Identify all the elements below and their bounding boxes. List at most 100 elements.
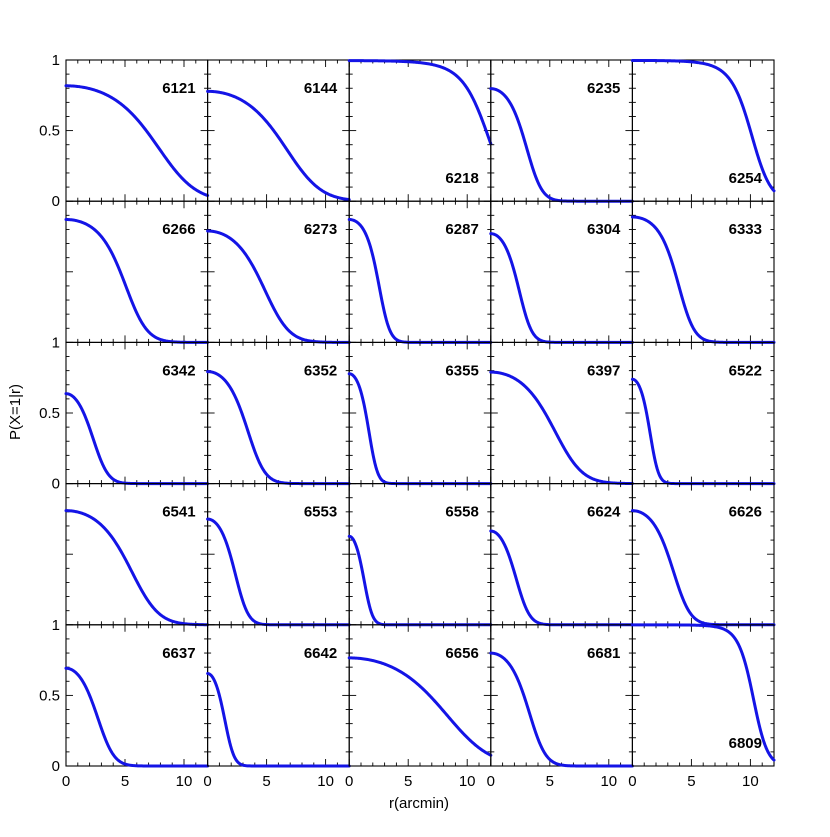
y-tick-label: 0.5 [39, 687, 60, 704]
x-tick-label: 10 [176, 773, 193, 790]
panel-6342: 6342 [64, 341, 210, 486]
series-line-6681 [489, 651, 634, 768]
series-line-6522 [630, 377, 776, 486]
panel-label-6235: 6235 [587, 80, 620, 97]
y-tick-label: 0 [52, 193, 60, 210]
y-tick-label: 1 [52, 334, 60, 351]
panel-label-6121: 6121 [162, 80, 195, 97]
panel-label-6218: 6218 [445, 170, 478, 187]
panel-6637: 6637 [64, 624, 210, 768]
panel-label-6397: 6397 [587, 362, 620, 379]
series-line-6304 [489, 232, 634, 344]
panel-label-6624: 6624 [587, 504, 621, 521]
panel-6681: 6681 [489, 624, 634, 768]
x-tick-label: 5 [404, 773, 412, 790]
panel-6218: 6218 [347, 59, 493, 202]
panel-label-6266: 6266 [162, 221, 195, 238]
panel-6541: 6541 [64, 483, 210, 627]
panel-label-6287: 6287 [445, 221, 478, 238]
panel-6144: 6144 [206, 59, 351, 202]
series-line-6642 [206, 672, 351, 768]
panel-6352: 6352 [206, 341, 351, 486]
panel-label-6333: 6333 [729, 221, 762, 238]
x-tick-label: 5 [262, 773, 270, 790]
panel-6355: 6355 [347, 341, 493, 486]
series-line-6235 [489, 87, 634, 203]
y-tick-label: 1 [52, 52, 60, 69]
panel-6254: 6254 [630, 58, 776, 202]
x-tick-label: 5 [121, 773, 129, 790]
y-tick-label: 0 [52, 476, 60, 493]
panel-6304: 6304 [489, 200, 634, 344]
panel-6333: 6333 [630, 200, 776, 344]
x-tick-label: 0 [628, 773, 636, 790]
series-line-6121 [64, 84, 210, 197]
y-tick-label: 0.5 [39, 123, 60, 140]
series-line-6144 [206, 89, 351, 202]
series-line-6809 [630, 623, 776, 762]
panel-label-6541: 6541 [162, 504, 195, 521]
panel-6642: 6642 [206, 624, 351, 768]
panel-label-6352: 6352 [304, 362, 337, 379]
y-axis-title: P(X=1|r) [7, 384, 24, 440]
panel-label-6304: 6304 [587, 221, 621, 238]
x-tick-label: 0 [62, 773, 70, 790]
x-tick-label: 10 [459, 773, 476, 790]
panel-label-6681: 6681 [587, 645, 620, 662]
panel-6626: 6626 [630, 483, 776, 627]
series-line-6254 [630, 58, 776, 193]
panel-6809: 6809 [630, 623, 776, 767]
panel-6287: 6287 [347, 200, 493, 344]
panel-label-6144: 6144 [304, 80, 338, 97]
panels-layer: 6121 6144 6218 6235 6254 6266 6273 6287 6304 6333… [64, 58, 776, 768]
panel-label-6254: 6254 [729, 170, 763, 187]
panel-6273: 6273 [206, 200, 351, 344]
panel-6553: 6553 [206, 483, 351, 627]
panel-label-6642: 6642 [304, 645, 337, 662]
series-line-6218 [347, 59, 493, 146]
y-tick-label: 0 [52, 758, 60, 775]
series-line-6626 [630, 509, 776, 627]
series-line-6397 [489, 370, 634, 486]
series-line-6656 [347, 656, 493, 757]
panel-label-6637: 6637 [162, 645, 195, 662]
x-tick-label: 0 [487, 773, 495, 790]
y-tick-label: 1 [52, 617, 60, 634]
series-line-6637 [64, 666, 210, 768]
x-tick-label: 0 [345, 773, 353, 790]
series-line-6273 [206, 229, 351, 344]
panel-label-6809: 6809 [729, 735, 762, 752]
x-axis-title: r(arcmin) [389, 795, 449, 812]
series-line-6624 [489, 529, 634, 627]
x-tick-label: 10 [317, 773, 334, 790]
panel-label-6342: 6342 [162, 362, 195, 379]
y-tick-label: 0.5 [39, 405, 60, 422]
panel-6235: 6235 [489, 59, 634, 203]
panel-6624: 6624 [489, 483, 634, 627]
panel-label-6355: 6355 [445, 362, 478, 379]
panel-6522: 6522 [630, 341, 776, 486]
x-tick-label: 5 [687, 773, 695, 790]
panel-6397: 6397 [489, 341, 634, 486]
panel-label-6626: 6626 [729, 504, 762, 521]
x-tick-label: 5 [546, 773, 554, 790]
panel-label-6553: 6553 [304, 504, 337, 521]
panel-6656: 6656 [347, 624, 493, 767]
panel-label-6558: 6558 [445, 504, 478, 521]
series-line-6342 [64, 392, 210, 486]
x-tick-label: 10 [742, 773, 759, 790]
panel-6266: 6266 [64, 200, 210, 344]
panel-6558: 6558 [347, 483, 493, 627]
series-line-6558 [347, 534, 493, 627]
panel-6121: 6121 [64, 59, 210, 202]
x-tick-label: 10 [600, 773, 617, 790]
x-tick-label: 0 [203, 773, 211, 790]
series-line-6541 [64, 509, 210, 627]
series-line-6352 [206, 370, 351, 486]
panel-label-6522: 6522 [729, 362, 762, 379]
series-line-6355 [347, 372, 493, 486]
panel-label-6273: 6273 [304, 221, 337, 238]
